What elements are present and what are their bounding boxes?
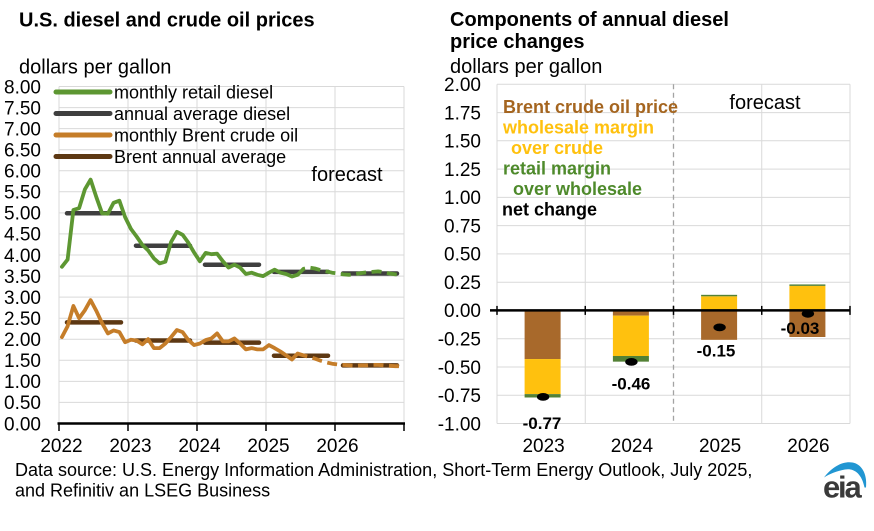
svg-text:-0.46: -0.46 bbox=[612, 375, 651, 394]
svg-text:eia: eia bbox=[823, 470, 862, 505]
svg-text:and Refinitiv an LSEG Business: and Refinitiv an LSEG Business bbox=[15, 481, 270, 501]
svg-text:2024: 2024 bbox=[178, 436, 221, 457]
svg-text:2023: 2023 bbox=[109, 436, 151, 457]
svg-text:wholesale margin: wholesale margin bbox=[502, 118, 654, 138]
svg-text:1.25: 1.25 bbox=[444, 160, 481, 181]
svg-text:3.50: 3.50 bbox=[4, 267, 41, 288]
svg-text:6.50: 6.50 bbox=[4, 141, 41, 162]
svg-text:2025: 2025 bbox=[699, 436, 741, 457]
svg-text:-0.77: -0.77 bbox=[523, 414, 562, 433]
svg-text:-0.50: -0.50 bbox=[438, 358, 481, 379]
svg-text:5.00: 5.00 bbox=[4, 204, 41, 225]
svg-text:price changes: price changes bbox=[450, 31, 585, 53]
svg-text:-0.75: -0.75 bbox=[438, 386, 481, 407]
svg-text:monthly retail diesel: monthly retail diesel bbox=[114, 83, 273, 103]
svg-text:Brent annual average: Brent annual average bbox=[114, 147, 286, 167]
svg-text:1.75: 1.75 bbox=[444, 103, 481, 124]
svg-text:2.50: 2.50 bbox=[4, 309, 41, 330]
svg-text:-1.00: -1.00 bbox=[438, 414, 481, 435]
svg-text:dollars per gallon: dollars per gallon bbox=[450, 56, 602, 78]
svg-text:over wholesale: over wholesale bbox=[513, 179, 642, 199]
svg-text:5.50: 5.50 bbox=[4, 183, 41, 204]
svg-text:-0.25: -0.25 bbox=[438, 330, 481, 351]
svg-text:0.25: 0.25 bbox=[444, 273, 481, 294]
svg-text:Components of annual diesel: Components of annual diesel bbox=[450, 9, 729, 31]
svg-text:0.75: 0.75 bbox=[444, 216, 481, 237]
svg-text:2026: 2026 bbox=[787, 436, 829, 457]
svg-text:Brent crude oil price: Brent crude oil price bbox=[503, 97, 678, 117]
svg-text:8.00: 8.00 bbox=[4, 77, 41, 98]
svg-text:0.50: 0.50 bbox=[4, 393, 41, 414]
svg-text:1.00: 1.00 bbox=[444, 188, 481, 209]
svg-text:over crude: over crude bbox=[511, 138, 603, 158]
svg-text:dollars per gallon: dollars per gallon bbox=[19, 57, 171, 79]
svg-text:4.00: 4.00 bbox=[4, 246, 41, 267]
svg-text:1.00: 1.00 bbox=[4, 372, 41, 393]
svg-text:2026: 2026 bbox=[316, 436, 358, 457]
svg-text:0.00: 0.00 bbox=[4, 414, 41, 435]
svg-text:net change: net change bbox=[502, 200, 597, 220]
svg-text:-0.03: -0.03 bbox=[781, 319, 820, 338]
svg-text:4.50: 4.50 bbox=[4, 225, 41, 246]
svg-text:annual average diesel: annual average diesel bbox=[114, 104, 290, 124]
svg-text:2.00: 2.00 bbox=[444, 75, 481, 96]
svg-text:3.00: 3.00 bbox=[4, 288, 41, 309]
svg-text:Data source: U.S. Energy Infor: Data source: U.S. Energy Information Adm… bbox=[15, 460, 752, 480]
svg-text:2025: 2025 bbox=[247, 436, 289, 457]
svg-text:0.00: 0.00 bbox=[444, 301, 481, 322]
svg-text:7.50: 7.50 bbox=[4, 98, 41, 119]
svg-text:2.00: 2.00 bbox=[4, 330, 41, 351]
svg-text:U.S. diesel and crude oil pric: U.S. diesel and crude oil prices bbox=[19, 10, 315, 32]
svg-text:1.50: 1.50 bbox=[4, 351, 41, 372]
svg-text:forecast: forecast bbox=[311, 164, 383, 186]
svg-text:monthly Brent crude oil: monthly Brent crude oil bbox=[114, 126, 298, 146]
svg-text:2023: 2023 bbox=[522, 436, 564, 457]
svg-text:-0.15: -0.15 bbox=[697, 342, 736, 361]
svg-text:2022: 2022 bbox=[40, 436, 82, 457]
svg-text:6.00: 6.00 bbox=[4, 162, 41, 183]
svg-text:0.50: 0.50 bbox=[444, 245, 481, 266]
svg-text:retail margin: retail margin bbox=[503, 159, 611, 179]
svg-text:2024: 2024 bbox=[611, 436, 654, 457]
svg-text:forecast: forecast bbox=[729, 92, 801, 114]
svg-text:1.50: 1.50 bbox=[444, 132, 481, 153]
svg-text:7.00: 7.00 bbox=[4, 119, 41, 140]
